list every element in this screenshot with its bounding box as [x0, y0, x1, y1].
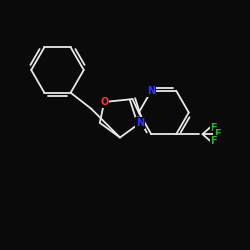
Text: N: N: [136, 118, 144, 128]
Text: O: O: [100, 97, 108, 107]
Text: F: F: [210, 136, 217, 146]
Text: F: F: [214, 129, 221, 139]
Text: F: F: [210, 122, 217, 132]
Text: N: N: [147, 86, 155, 96]
